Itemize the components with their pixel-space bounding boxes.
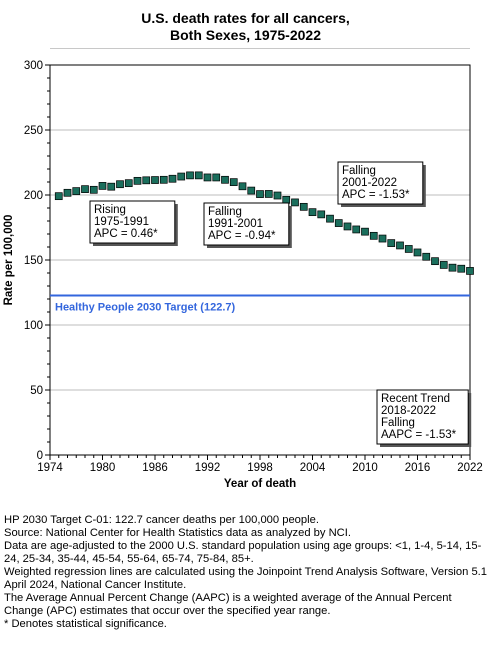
data-point xyxy=(361,227,369,236)
footnote-age-adjust: Data are age-adjusted to the 2000 U.S. s… xyxy=(4,540,482,565)
death-rate-chart: 0 50 100 150 200 250 300 1974 1980 1986 1992 1998 20… xyxy=(3,60,483,490)
data-point xyxy=(369,231,378,240)
data-point xyxy=(221,175,229,184)
footnote-joinpoint: Weighted regression lines are calculated… xyxy=(4,566,487,591)
data-point xyxy=(203,173,212,182)
data-point xyxy=(54,192,63,201)
data-point xyxy=(133,176,142,185)
x-tick-label: 1986 xyxy=(142,462,168,474)
footnote-source: Source: National Center for Health Stati… xyxy=(4,527,351,539)
data-point xyxy=(422,252,431,261)
annotation-text: Falling xyxy=(381,417,415,429)
annotation-box xyxy=(203,202,290,246)
annotation-text: 2001-2022 xyxy=(342,177,397,189)
x-tick-label: 2016 xyxy=(405,462,431,474)
data-point xyxy=(317,210,326,219)
annotation-text: APC = -1.53* xyxy=(342,189,410,201)
data-point xyxy=(378,234,387,243)
y-tick-label: 250 xyxy=(24,125,43,137)
annotation-box xyxy=(89,200,176,244)
y-tick-label: 100 xyxy=(24,320,43,332)
y-axis-label: Rate per 100,000 xyxy=(3,215,15,306)
data-point xyxy=(81,185,89,193)
chart-title-line-2: Both Sexes, 1975-2022 xyxy=(170,27,321,43)
data-point xyxy=(308,208,317,217)
chart-title: U.S. death rates for all cancers, Both S… xyxy=(0,10,491,44)
data-point xyxy=(413,248,422,257)
data-point xyxy=(273,191,282,200)
annotation-box xyxy=(337,161,424,205)
annotation-text: 1975-1991 xyxy=(94,216,149,228)
target-line-label: Healthy People 2030 Target (122.7) xyxy=(55,301,235,313)
data-point xyxy=(177,172,186,181)
data-point xyxy=(396,241,404,250)
data-point xyxy=(264,190,273,198)
x-tick-label: 1980 xyxy=(90,462,116,474)
data-point xyxy=(448,263,457,272)
x-axis-label: Year of death xyxy=(224,478,296,490)
data-point xyxy=(212,173,221,182)
chart-title-line-1: U.S. death rates for all cancers, xyxy=(141,10,350,26)
x-tick-label: 2022 xyxy=(457,462,483,474)
data-point xyxy=(256,190,264,198)
data-point xyxy=(352,225,361,234)
x-tick-label: 1992 xyxy=(195,462,221,474)
annotation-text: 1991-2001 xyxy=(208,218,263,230)
data-point xyxy=(404,245,413,253)
data-point xyxy=(291,198,299,207)
data-points xyxy=(54,171,474,275)
data-point xyxy=(466,267,474,275)
annotation-text: APC = 0.46* xyxy=(94,228,158,240)
annotation-text: Recent Trend xyxy=(381,393,450,405)
data-point xyxy=(439,261,448,269)
data-point xyxy=(282,195,291,204)
data-point xyxy=(63,188,72,197)
annotation-box xyxy=(376,389,469,445)
data-point xyxy=(107,182,116,191)
annotation-text: APC = -0.94* xyxy=(208,230,276,242)
y-tick-label: 150 xyxy=(24,255,43,267)
data-point xyxy=(334,219,343,227)
data-point xyxy=(247,186,256,195)
data-point xyxy=(238,182,247,191)
annotation-text: Falling xyxy=(342,165,376,177)
data-point xyxy=(124,179,133,188)
y-tick-label: 0 xyxy=(37,450,43,462)
y-tick-label: 50 xyxy=(30,385,43,397)
data-point xyxy=(116,180,124,189)
footnote-significance: * Denotes statistical significance. xyxy=(4,618,167,630)
data-point xyxy=(72,187,81,195)
data-point xyxy=(194,171,203,180)
annotation-text: Falling xyxy=(208,206,242,218)
annotation-text: 2018-2022 xyxy=(381,405,436,417)
data-point xyxy=(159,175,168,184)
data-point xyxy=(151,176,159,184)
data-point xyxy=(343,222,352,231)
x-tick-label: 2010 xyxy=(352,462,378,474)
data-point xyxy=(89,185,98,194)
x-tick-label: 2004 xyxy=(300,462,326,474)
axes: 0 50 100 150 200 250 300 1974 1980 1986 1992 1998 20… xyxy=(24,60,483,474)
data-point xyxy=(168,174,177,183)
title-divider xyxy=(50,48,470,49)
y-tick-label: 200 xyxy=(24,190,43,202)
footnotes: HP 2030 Target C-01: 122.7 cancer deaths… xyxy=(4,514,488,631)
annotation-text: Rising xyxy=(94,204,126,216)
data-point xyxy=(98,182,107,190)
data-point xyxy=(142,176,151,185)
data-point xyxy=(387,239,396,247)
annotation-text: AAPC = -1.53* xyxy=(381,429,457,441)
data-point xyxy=(186,171,194,180)
data-point xyxy=(299,202,308,211)
footnote-hp2030: HP 2030 Target C-01: 122.7 cancer deaths… xyxy=(4,514,319,526)
data-point xyxy=(457,264,466,273)
data-point xyxy=(326,214,334,223)
data-point xyxy=(431,257,439,266)
data-point xyxy=(229,178,238,186)
x-tick-label: 1974 xyxy=(37,462,63,474)
x-tick-label: 1998 xyxy=(247,462,273,474)
footnote-aapc: The Average Annual Percent Change (AAPC)… xyxy=(4,592,452,617)
y-tick-label: 300 xyxy=(24,60,43,72)
